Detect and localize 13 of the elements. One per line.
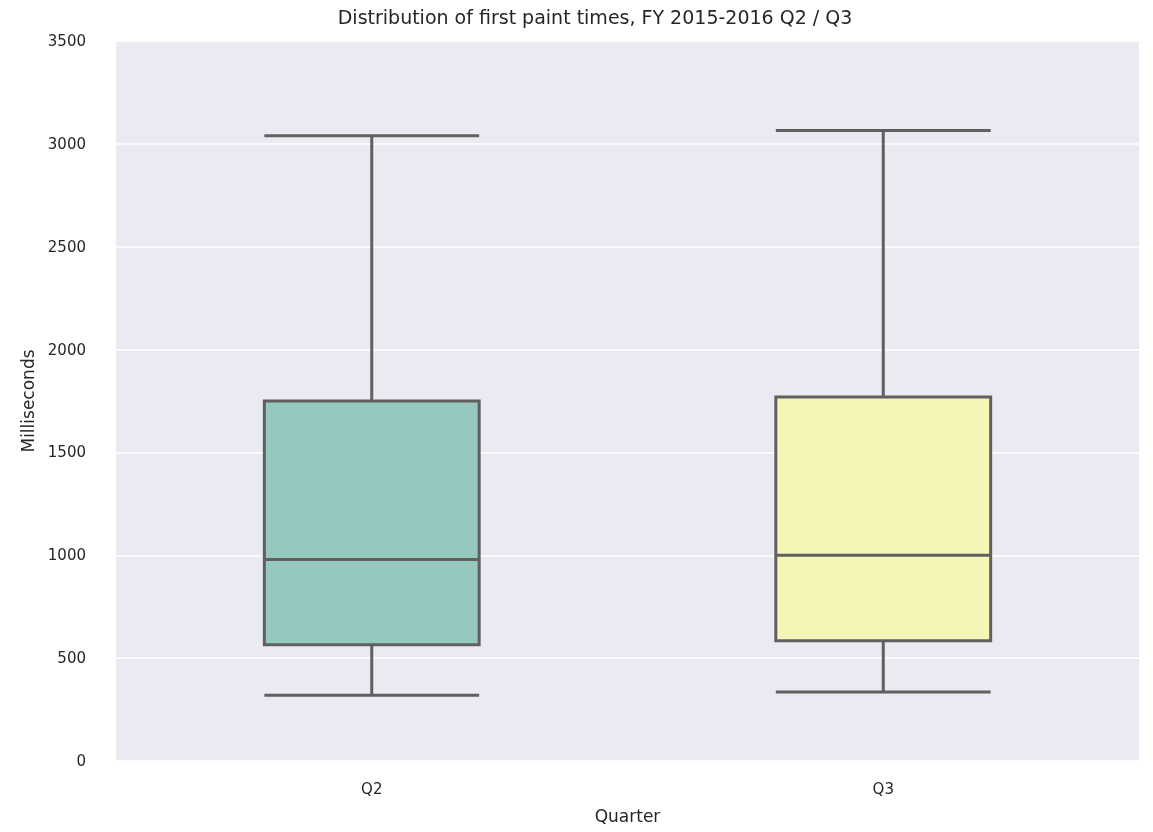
chart-title: Distribution of first paint times, FY 2015-2016 Q2 / Q3 [337,5,853,28]
x-tick-label: Q3 [872,779,894,798]
y-tick-label: 1500 [47,443,86,462]
y-axis-title: Milliseconds [17,349,38,453]
y-tick-label: 3000 [47,134,86,153]
y-tick-label: 1000 [47,546,86,565]
y-tick-label: 3500 [47,32,86,50]
x-axis-title: Quarter [594,805,661,826]
y-tick-label: 500 [57,649,86,668]
y-tick-label: 2500 [47,237,86,256]
y-tick-label: 0 [76,752,86,770]
y-tick-label: 2000 [47,340,86,359]
x-tick-label: Q2 [361,779,383,798]
